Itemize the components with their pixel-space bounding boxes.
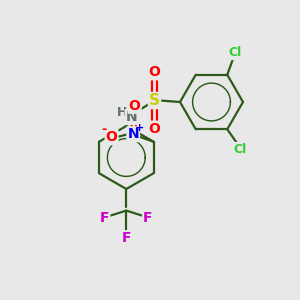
Text: S: S: [149, 93, 160, 108]
Text: H: H: [117, 106, 127, 119]
Text: N: N: [126, 110, 137, 124]
Text: +: +: [135, 123, 144, 133]
Text: F: F: [143, 211, 153, 225]
Text: O: O: [129, 99, 141, 113]
Text: O: O: [148, 122, 160, 136]
Text: Cl: Cl: [229, 46, 242, 59]
Text: F: F: [100, 211, 110, 225]
Text: O: O: [148, 65, 160, 79]
Text: N: N: [128, 127, 139, 141]
Text: F: F: [122, 231, 131, 245]
Text: -: -: [101, 123, 106, 136]
Text: Cl: Cl: [234, 143, 247, 156]
Text: O: O: [106, 130, 118, 144]
